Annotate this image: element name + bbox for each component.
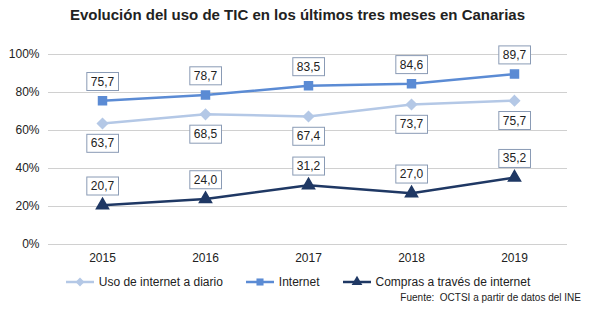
- svg-text:2019: 2019: [501, 251, 528, 265]
- html-text:Internet: Internet: [278, 275, 320, 289]
- svg-text:75,7: 75,7: [503, 114, 527, 128]
- svg-text:35,2: 35,2: [503, 151, 527, 165]
- svg-text:100%: 100%: [9, 47, 40, 61]
- svg-text:27,0: 27,0: [400, 167, 424, 181]
- svg-text:84,6: 84,6: [400, 58, 424, 72]
- svg-text:0%: 0%: [22, 237, 40, 251]
- svg-text:24,0: 24,0: [194, 173, 218, 187]
- svg-text:60%: 60%: [15, 123, 39, 137]
- svg-text:89,7: 89,7: [503, 48, 527, 62]
- svg-text:80%: 80%: [15, 85, 39, 99]
- svg-text:78,7: 78,7: [194, 69, 218, 83]
- svg-text:20,7: 20,7: [91, 179, 115, 193]
- svg-text:75,7: 75,7: [91, 75, 115, 89]
- svg-text:31,2: 31,2: [297, 159, 321, 173]
- html-text:Uso de internet a diario: Uso de internet a diario: [98, 275, 223, 289]
- svg-text:2016: 2016: [192, 251, 219, 265]
- svg-text:63,7: 63,7: [91, 136, 115, 150]
- svg-text:2018: 2018: [398, 251, 425, 265]
- svg-text:40%: 40%: [15, 161, 39, 175]
- svg-text:68,5: 68,5: [194, 127, 218, 141]
- html-text:Evolución del uso de TIC en lo: Evolución del uso de TIC en los últimos …: [69, 6, 526, 23]
- svg-text:20%: 20%: [15, 199, 39, 213]
- svg-text:2017: 2017: [295, 251, 322, 265]
- svg-text:2015: 2015: [89, 251, 116, 265]
- svg-text:83,5: 83,5: [297, 60, 321, 74]
- svg-text:67,4: 67,4: [297, 129, 321, 143]
- html-text:Compras a través de internet: Compras a través de internet: [375, 275, 531, 289]
- html-text:Fuente: OCTSI a partir de dato: Fuente: OCTSI a partir de datos del INE: [400, 292, 581, 303]
- svg-text:73,7: 73,7: [400, 117, 424, 131]
